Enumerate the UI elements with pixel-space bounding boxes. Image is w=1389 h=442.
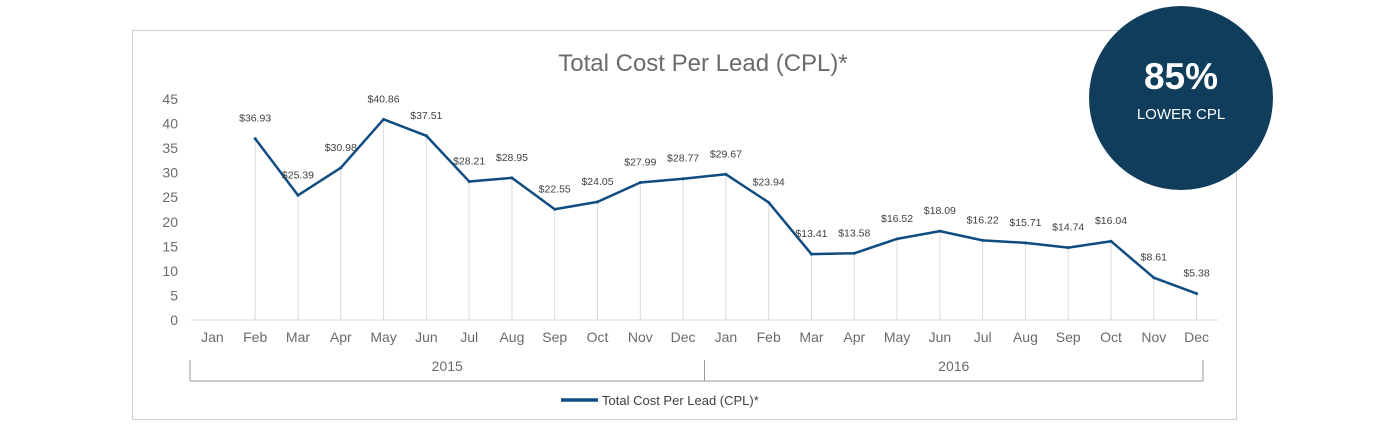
x-tick-label: Jan	[201, 329, 224, 345]
data-point	[424, 134, 428, 138]
data-label: $29.67	[710, 148, 742, 160]
data-point	[1109, 239, 1113, 243]
data-label: $16.22	[967, 214, 999, 226]
data-label: $37.51	[410, 110, 442, 122]
y-tick-label: 45	[162, 91, 178, 107]
x-tick-label: Jun	[415, 329, 438, 345]
x-tick-label: Mar	[286, 329, 310, 345]
data-label: $16.52	[881, 213, 913, 225]
data-label: $30.98	[325, 142, 357, 154]
x-tick-label: Jul	[460, 329, 478, 345]
data-label: $36.93	[239, 113, 271, 125]
x-tick-label: Jan	[715, 329, 738, 345]
data-point	[638, 181, 642, 185]
x-tick-label: Nov	[1141, 329, 1166, 345]
data-point	[510, 176, 514, 180]
y-tick-label: 20	[162, 214, 178, 230]
x-tick-label: Mar	[799, 329, 823, 345]
data-point	[382, 117, 386, 121]
y-tick-label: 5	[170, 287, 178, 303]
x-tick-label: Jul	[974, 329, 992, 345]
data-label: $40.86	[368, 93, 400, 105]
data-label: $14.74	[1052, 222, 1084, 234]
data-point	[724, 172, 728, 176]
data-label: $5.38	[1183, 268, 1209, 280]
data-label: $22.55	[539, 183, 571, 195]
x-tick-label: Sep	[542, 329, 567, 345]
x-tick-label: Oct	[587, 329, 609, 345]
data-point	[767, 200, 771, 204]
data-point	[1066, 246, 1070, 250]
data-point	[895, 237, 899, 241]
badge-label: LOWER CPL	[1136, 106, 1226, 123]
x-tick-label: Aug	[499, 329, 524, 345]
x-tick-label: Feb	[243, 329, 267, 345]
data-label: $13.58	[838, 227, 870, 239]
data-point	[681, 177, 685, 181]
line-chart: Total Cost Per Lead (CPL)* 0 5 10 15 20 25 30 3…	[162, 50, 1218, 408]
data-label: $8.61	[1141, 252, 1167, 264]
data-label: $25.39	[282, 169, 314, 181]
data-label: $16.04	[1095, 215, 1127, 227]
x-tick-label: Jun	[929, 329, 952, 345]
y-axis: 0 5 10 15 20 25 30 35 40 45	[162, 91, 178, 328]
y-tick-label: 25	[162, 189, 178, 205]
badge-value: 85%	[1143, 56, 1219, 97]
x-tick-label: Apr	[330, 329, 352, 345]
data-point	[596, 200, 600, 204]
x-tick-label: Dec	[671, 329, 696, 345]
data-point	[1152, 276, 1156, 280]
data-point	[467, 179, 471, 183]
x-tick-label: Nov	[628, 329, 653, 345]
data-point	[1195, 292, 1199, 296]
data-label: $28.21	[453, 155, 485, 167]
data-point	[339, 166, 343, 170]
data-point	[253, 137, 257, 141]
group-label: 2016	[938, 358, 969, 374]
data-label: $13.41	[795, 228, 827, 240]
data-point	[981, 238, 985, 242]
x-axis: Jan Feb Mar Apr May Jun Jul Aug Sep Oct Nov Dec Jan F…	[201, 329, 1209, 345]
x-tick-label: Aug	[1013, 329, 1038, 345]
data-label: $23.94	[753, 176, 785, 188]
y-tick-label: 40	[162, 116, 178, 132]
x-tick-label: May	[884, 329, 910, 345]
y-tick-label: 15	[162, 238, 178, 254]
data-label: $28.95	[496, 152, 528, 164]
x-tick-label: Sep	[1056, 329, 1081, 345]
data-label: $28.77	[667, 153, 699, 165]
data-label: $15.71	[1009, 217, 1041, 229]
chart-title: Total Cost Per Lead (CPL)*	[558, 50, 847, 77]
legend-label: Total Cost Per Lead (CPL)*	[602, 393, 759, 408]
data-point	[1023, 241, 1027, 245]
x-tick-label: Apr	[843, 329, 865, 345]
y-tick-label: 10	[162, 263, 178, 279]
data-label: $24.05	[581, 176, 613, 188]
data-label: $18.09	[924, 205, 956, 217]
series-layer	[253, 117, 1199, 296]
x-tick-label: May	[370, 329, 396, 345]
x-tick-label: Oct	[1100, 329, 1122, 345]
y-tick-label: 0	[170, 312, 178, 328]
year-groups: 2015 2016	[189, 358, 1204, 382]
x-tick-label: Feb	[757, 329, 781, 345]
data-point	[809, 252, 813, 256]
data-point	[296, 193, 300, 197]
chart-panel: Total Cost Per Lead (CPL)* 0 5 10 15 20 25 30 3…	[132, 30, 1237, 420]
y-tick-label: 35	[162, 140, 178, 156]
data-point	[553, 207, 557, 211]
data-labels: $36.93 $25.39 $30.98 $40.86 $37.51 $28.21 $28.…	[239, 93, 1210, 279]
data-point	[938, 229, 942, 233]
data-point	[852, 251, 856, 255]
cpl-badge: 85% LOWER CPL	[1089, 6, 1273, 190]
y-tick-label: 30	[162, 165, 178, 181]
data-label: $27.99	[624, 157, 656, 169]
group-label: 2015	[432, 358, 463, 374]
legend: Total Cost Per Lead (CPL)*	[561, 393, 759, 408]
x-tick-label: Dec	[1184, 329, 1209, 345]
grid-lines	[191, 119, 1218, 321]
